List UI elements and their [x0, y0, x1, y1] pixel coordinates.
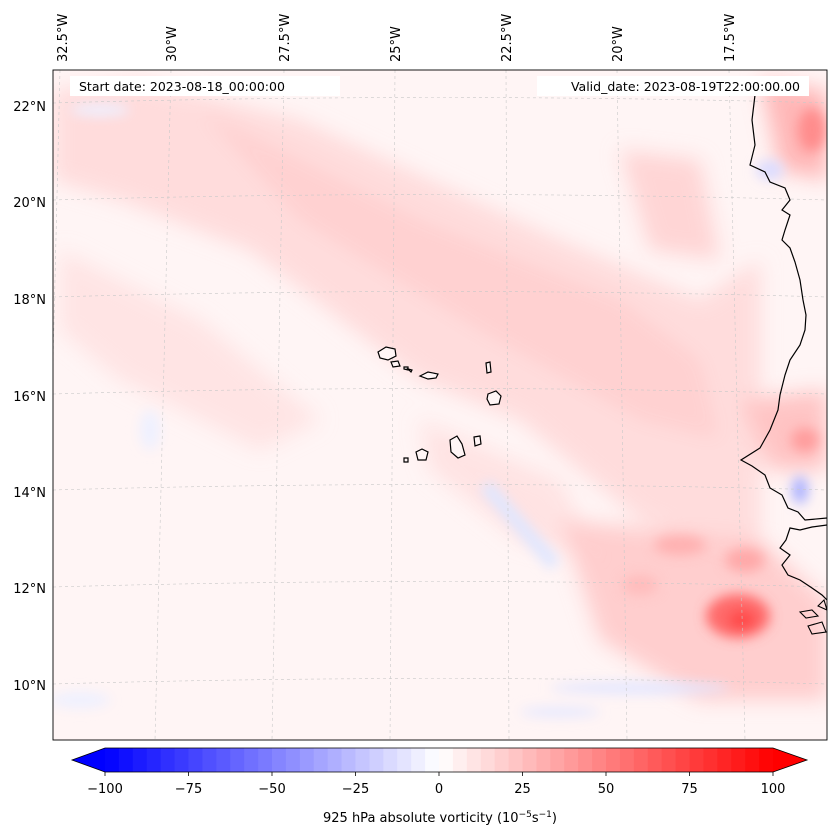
latitude-labels: 22°N 20°N 18°N 16°N 14°N 12°N 10°N: [13, 100, 46, 694]
colorbar-cell: [606, 748, 621, 772]
colorbar-cell: [633, 748, 649, 772]
colorbar-cell: [202, 748, 217, 772]
colorbar-cell: [439, 748, 454, 772]
lon-label-25w: 25°W: [389, 26, 404, 62]
colorbar-cell: [188, 748, 203, 772]
colorbar-cell: [508, 748, 523, 772]
colorbar-cell: [105, 748, 120, 772]
colorbar-under-extension: [72, 748, 105, 772]
map-panel: [53, 70, 827, 740]
colorbar-title: 925 hPa absolute vorticity (10−5s−1): [323, 810, 557, 826]
colorbar-cell: [536, 748, 551, 772]
colorbar-cell: [369, 748, 384, 772]
bijagos-islands: [798, 598, 827, 635]
vorticity-maxima: [622, 108, 826, 638]
lon-label-22-5w: 22.5°W: [500, 14, 515, 62]
colorbar-cell: [397, 748, 412, 772]
colorbar-cell: [174, 748, 189, 772]
lat-label-18n: 18°N: [13, 293, 46, 308]
colorbar-cell: [341, 748, 356, 772]
lon-label-20w: 20°W: [611, 26, 626, 62]
colorbar-cell: [327, 748, 343, 772]
colorbar-tick-label: 50: [598, 782, 615, 797]
colorbar-cell: [564, 748, 579, 772]
colorbar-over-extension: [773, 748, 807, 772]
colorbar-cell: [647, 748, 663, 772]
colorbar-cell: [299, 748, 315, 772]
colorbar-cell: [466, 748, 482, 772]
colorbar-cell: [118, 748, 134, 772]
colorbar-cell: [592, 748, 607, 772]
colorbar-cell: [745, 748, 760, 772]
colorbar-tick-label: 100: [761, 782, 786, 797]
lat-label-22n: 22°N: [13, 100, 46, 115]
colorbar-cell: [661, 748, 677, 772]
lat-label-14n: 14°N: [13, 486, 46, 501]
colorbar-tick-label: 75: [681, 782, 698, 797]
longitude-gridlines: [53, 70, 746, 740]
colorbar-cell: [383, 748, 398, 772]
colorbar-cell: [619, 748, 635, 772]
colorbar-tick-label: −25: [342, 782, 369, 797]
longitude-labels: 32.5°W 30°W 27.5°W 25°W 22.5°W 20°W 17.5…: [56, 14, 738, 62]
colorbar-cell: [272, 748, 287, 772]
colorbar-cell: [258, 748, 273, 772]
colorbar-cell: [216, 748, 231, 772]
lat-label-20n: 20°N: [13, 196, 46, 211]
colorbar-tick-label: −50: [258, 782, 285, 797]
guinea-coastline: [779, 524, 827, 601]
colorbar-cell: [230, 748, 245, 772]
colorbar-cell: [160, 748, 176, 772]
cape-verde-islands: [377, 346, 502, 463]
colorbar-cell: [578, 748, 593, 772]
colorbar-cell: [717, 748, 732, 772]
lat-label-16n: 16°N: [13, 390, 46, 405]
colorbar: −100 −75 −50 −25 0 25 50 75 100 925 hPa …: [70, 747, 809, 826]
colorbar-cell: [759, 748, 774, 772]
colorbar-cell: [480, 748, 496, 772]
valid-date-box: Valid_date: 2023-08-19T22:00:00.00: [537, 76, 809, 96]
colorbar-cell: [689, 748, 704, 772]
west-africa-coastline: [739, 94, 827, 521]
start-date-box: Start date: 2023-08-18_00:00:00: [70, 76, 340, 96]
colorbar-cell: [132, 748, 148, 772]
colorbar-cell: [146, 748, 162, 772]
colorbar-cell: [522, 748, 537, 772]
vorticity-field: [53, 80, 827, 700]
colorbar-ticks: [104, 772, 774, 776]
colorbar-tick-label: 25: [514, 782, 531, 797]
colorbar-cell: [494, 748, 510, 772]
map-frame: [52, 69, 828, 741]
lon-label-27-5w: 27.5°W: [278, 14, 293, 62]
colorbar-cell: [550, 748, 565, 772]
latitude-gridlines: [53, 97, 827, 685]
colorbar-tick-label: −75: [175, 782, 202, 797]
colorbar-tick-label: −100: [87, 782, 123, 797]
colorbar-cell: [244, 748, 259, 772]
colorbar-cell: [731, 748, 746, 772]
start-date-text: Start date: 2023-08-18_00:00:00: [79, 79, 285, 94]
lon-label-30w: 30°W: [165, 26, 180, 62]
colorbar-tick-label: 0: [435, 782, 443, 797]
colorbar-cell: [703, 748, 718, 772]
valid-date-text: Valid_date: 2023-08-19T22:00:00.00: [571, 79, 800, 94]
colorbar-cell: [355, 748, 370, 772]
colorbar-cell: [313, 748, 329, 772]
lon-label-32-5w: 32.5°W: [56, 14, 71, 62]
colorbar-cell: [675, 748, 690, 772]
colorbar-cell: [411, 748, 426, 772]
lat-label-12n: 12°N: [13, 582, 46, 597]
colorbar-cells: [105, 748, 774, 772]
colorbar-cell: [285, 748, 301, 772]
colorbar-cell: [452, 748, 468, 772]
vorticity-minima: [53, 104, 808, 717]
colorbar-cell: [425, 748, 440, 772]
lat-label-10n: 10°N: [13, 679, 46, 694]
lon-label-17-5w: 17.5°W: [723, 14, 738, 62]
colorbar-tick-labels: −100 −75 −50 −25 0 25 50 75 100: [87, 782, 785, 797]
